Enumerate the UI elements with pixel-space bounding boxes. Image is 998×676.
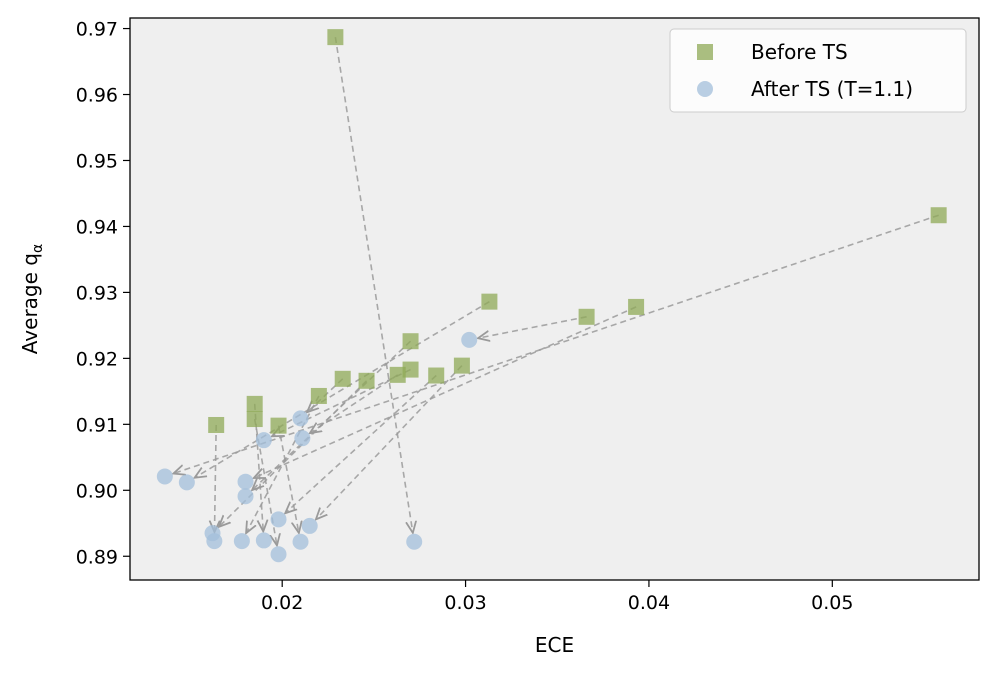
x-tick-label: 0.05 [811,592,853,614]
after-ts-point [255,532,272,549]
ts-shift-arrow [252,340,412,490]
before-ts-point [389,366,406,383]
y-axis-label: Average qα [18,244,46,354]
before-ts-point [481,293,498,310]
before-ts-point [208,416,225,433]
after-ts-point [270,546,287,563]
y-tick-label: 0.91 [76,414,118,436]
y-tick-label: 0.89 [76,546,118,568]
after-ts-point [237,488,254,505]
x-axis-ticks: 0.02 0.03 0.04 0.05 [261,580,853,614]
legend-label-before-ts: Before TS [751,40,848,64]
after-ts-point [178,474,195,491]
x-tick-label: 0.02 [261,592,303,614]
before-ts-point [310,387,327,404]
after-ts-point [156,468,173,485]
ts-shift-arrow [334,37,412,533]
after-ts-point [292,533,309,550]
y-tick-label: 0.93 [76,282,118,304]
x-axis-label: ECE [535,633,574,657]
after-ts-point [292,410,309,427]
y-axis-ticks: 0.89 0.90 0.91 0.92 0.93 0.94 0.95 0.96 0.97 [76,19,130,568]
y-tick-label: 0.92 [76,348,118,370]
y-tick-label: 0.97 [76,19,118,41]
before-ts-point [628,298,645,315]
legend: Before TS After TS (T=1.1) [669,28,967,113]
after-ts-point [237,473,254,490]
y-tick-label: 0.95 [76,150,118,172]
ts-shift-arrow [478,316,587,338]
before-ts-point [402,333,419,350]
before-ts-point [270,417,287,434]
after-ts-point [255,432,272,449]
before-ts-point [334,370,351,387]
y-axis-label-subscript: α [30,244,46,253]
before-ts-point [327,29,344,46]
after-ts-point [406,533,423,550]
before-ts-point [930,207,947,224]
before-ts-point [246,395,263,412]
before-ts-point [402,361,419,378]
after-ts-point [461,331,478,348]
legend-marker-before-ts [697,44,713,60]
after-ts-point [301,517,318,534]
legend-label-after-ts: After TS (T=1.1) [751,77,913,101]
before-ts-point [358,372,375,389]
after-ts-point [294,430,311,447]
legend-box [669,28,967,113]
before-ts-point [428,367,445,384]
x-tick-label: 0.04 [628,592,670,614]
ts-shift-arrow [316,365,463,520]
ts-shift-arrow [214,424,216,532]
after-ts-point [206,533,223,550]
ts-shift-arrow [195,300,490,478]
series-layer [156,29,947,563]
before-ts-point [246,411,263,428]
ts-shift-arrow [285,374,437,514]
ts-shift-arrow [277,425,299,533]
y-tick-label: 0.96 [76,85,118,107]
y-axis-label-main: Average q [18,253,42,354]
before-ts-point [453,357,470,374]
before-ts-point [578,308,595,325]
y-tick-label: 0.94 [76,216,118,238]
after-ts-point [233,533,250,550]
legend-marker-after-ts [697,81,713,97]
y-tick-label: 0.90 [76,480,118,502]
x-tick-label: 0.03 [444,592,486,614]
plot-area-frame [129,17,980,581]
after-ts-point [270,511,287,528]
ts-shift-arrow [310,374,399,433]
ts-shift-arrow [272,368,411,437]
